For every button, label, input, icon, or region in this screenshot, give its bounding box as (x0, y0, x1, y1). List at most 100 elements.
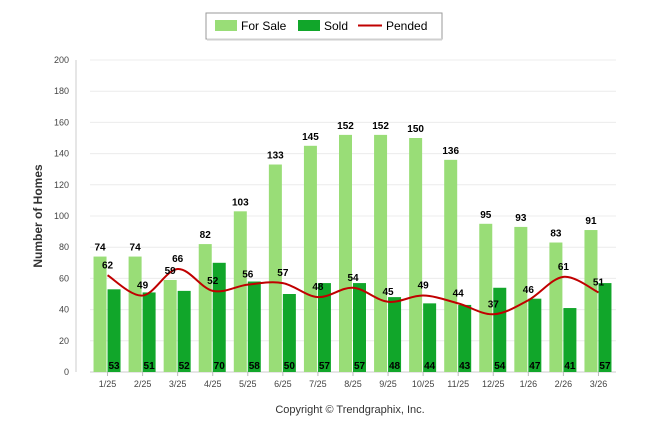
sold-bar (108, 289, 121, 372)
for-sale-value-label: 74 (94, 243, 106, 254)
y-tick-label: 180 (54, 86, 69, 96)
x-tick-label: 2/26 (555, 379, 573, 389)
sold-value-label: 48 (389, 361, 401, 372)
x-tick-label: 9/25 (379, 379, 397, 389)
sold-value-label: 57 (354, 361, 366, 372)
pended-value-label: 44 (453, 288, 465, 299)
sold-value-label: 53 (108, 361, 120, 372)
pended-value-label: 54 (347, 273, 359, 284)
for-sale-value-label: 150 (407, 124, 424, 135)
for-sale-bar (409, 138, 422, 372)
legend-label-for-sale: For Sale (241, 19, 287, 33)
for-sale-bar (584, 230, 597, 372)
pended-value-label: 61 (558, 262, 570, 273)
x-tick-label: 7/25 (309, 379, 327, 389)
pended-value-label: 49 (137, 281, 149, 292)
for-sale-value-label: 145 (302, 132, 319, 143)
x-tick-label: 3/26 (590, 379, 608, 389)
x-tick-label: 2/25 (134, 379, 152, 389)
for-sale-bar (444, 160, 457, 372)
pended-value-label: 62 (102, 260, 114, 271)
sold-bar (248, 282, 261, 372)
sold-bar (353, 283, 366, 372)
y-tick-label: 160 (54, 117, 69, 127)
for-sale-value-label: 59 (165, 266, 177, 277)
pended-value-label: 49 (418, 281, 430, 292)
sold-value-label: 52 (179, 361, 191, 372)
for-sale-bar (129, 257, 142, 372)
pended-value-label: 48 (312, 282, 324, 293)
legend-swatch-for-sale (215, 20, 237, 31)
for-sale-bar (374, 135, 387, 372)
for-sale-bar (234, 211, 247, 372)
pended-value-label: 51 (593, 277, 605, 288)
sold-value-label: 43 (459, 361, 471, 372)
x-axis: 1/25 2/25 3/25 4/25 5/25 6/25 7/25 8/25 9/25 10/2… (99, 372, 607, 389)
x-tick-label: 3/25 (169, 379, 187, 389)
x-tick-label: 12/25 (482, 379, 505, 389)
y-tick-label: 200 (54, 55, 69, 65)
sold-value-label: 58 (249, 361, 261, 372)
sold-bar (178, 291, 191, 372)
pended-value-label: 57 (277, 268, 289, 279)
sold-value-label: 57 (599, 361, 611, 372)
pended-value-label: 52 (207, 276, 219, 287)
sold-bar (598, 283, 611, 372)
legend-label-sold: Sold (324, 19, 348, 33)
pended-value-label: 45 (383, 287, 395, 298)
for-sale-value-label: 83 (550, 229, 562, 240)
legend-label-pended: Pended (386, 19, 427, 33)
for-sale-bar (479, 224, 492, 372)
for-sale-value-label: 91 (585, 216, 597, 227)
x-tick-label: 5/25 (239, 379, 257, 389)
x-tick-label: 1/26 (520, 379, 538, 389)
x-tick-label: 4/25 (204, 379, 222, 389)
sold-value-label: 47 (529, 361, 541, 372)
sold-value-label: 51 (144, 361, 156, 372)
pended-value-label: 46 (523, 285, 535, 296)
for-sale-value-label: 82 (200, 230, 212, 241)
sold-value-label: 57 (319, 361, 331, 372)
y-tick-label: 120 (54, 180, 69, 190)
for-sale-value-label: 95 (480, 210, 492, 221)
y-tick-label: 80 (59, 242, 69, 252)
sold-value-label: 44 (424, 361, 436, 372)
for-sale-value-label: 93 (515, 213, 527, 224)
for-sale-value-label: 74 (130, 243, 142, 254)
for-sale-value-label: 152 (372, 121, 389, 132)
y-axis-title: Number of Homes (31, 164, 45, 268)
pended-value-label: 37 (488, 299, 500, 310)
copyright-text: Copyright © Trendgraphix, Inc. (275, 404, 424, 416)
for-sale-value-label: 103 (232, 197, 249, 208)
for-sale-value-label: 152 (337, 121, 354, 132)
legend: For Sale Sold Pended (206, 13, 442, 40)
sold-value-label: 50 (284, 361, 296, 372)
sold-value-label: 54 (494, 361, 506, 372)
chart: 0 20 40 60 80 100 120 140 160 180 200 74 53 62 74 51 49… (0, 0, 646, 434)
for-sale-value-label: 136 (442, 146, 459, 157)
for-sale-bar (304, 146, 317, 372)
for-sale-value-label: 133 (267, 151, 284, 162)
for-sale-bar (339, 135, 352, 372)
y-tick-label: 60 (59, 273, 69, 283)
pended-value-label: 56 (242, 270, 254, 281)
for-sale-bar (94, 257, 107, 372)
pended-value-label: 66 (172, 254, 184, 265)
y-axis: 0 20 40 60 80 100 120 140 160 180 200 (54, 55, 76, 377)
y-tick-label: 20 (59, 336, 69, 346)
x-tick-label: 1/25 (99, 379, 117, 389)
x-tick-label: 8/25 (344, 379, 362, 389)
legend-swatch-sold (298, 20, 320, 31)
sold-value-label: 70 (214, 361, 226, 372)
sold-value-label: 41 (564, 361, 576, 372)
y-tick-label: 0 (64, 367, 69, 377)
y-tick-label: 40 (59, 305, 69, 315)
y-tick-label: 100 (54, 211, 69, 221)
for-sale-bar (164, 280, 177, 372)
x-tick-label: 11/25 (447, 379, 469, 389)
x-tick-label: 6/25 (274, 379, 292, 389)
for-sale-bar (199, 244, 212, 372)
for-sale-bar (514, 227, 527, 372)
y-tick-label: 140 (54, 149, 69, 159)
x-tick-label: 10/25 (412, 379, 435, 389)
